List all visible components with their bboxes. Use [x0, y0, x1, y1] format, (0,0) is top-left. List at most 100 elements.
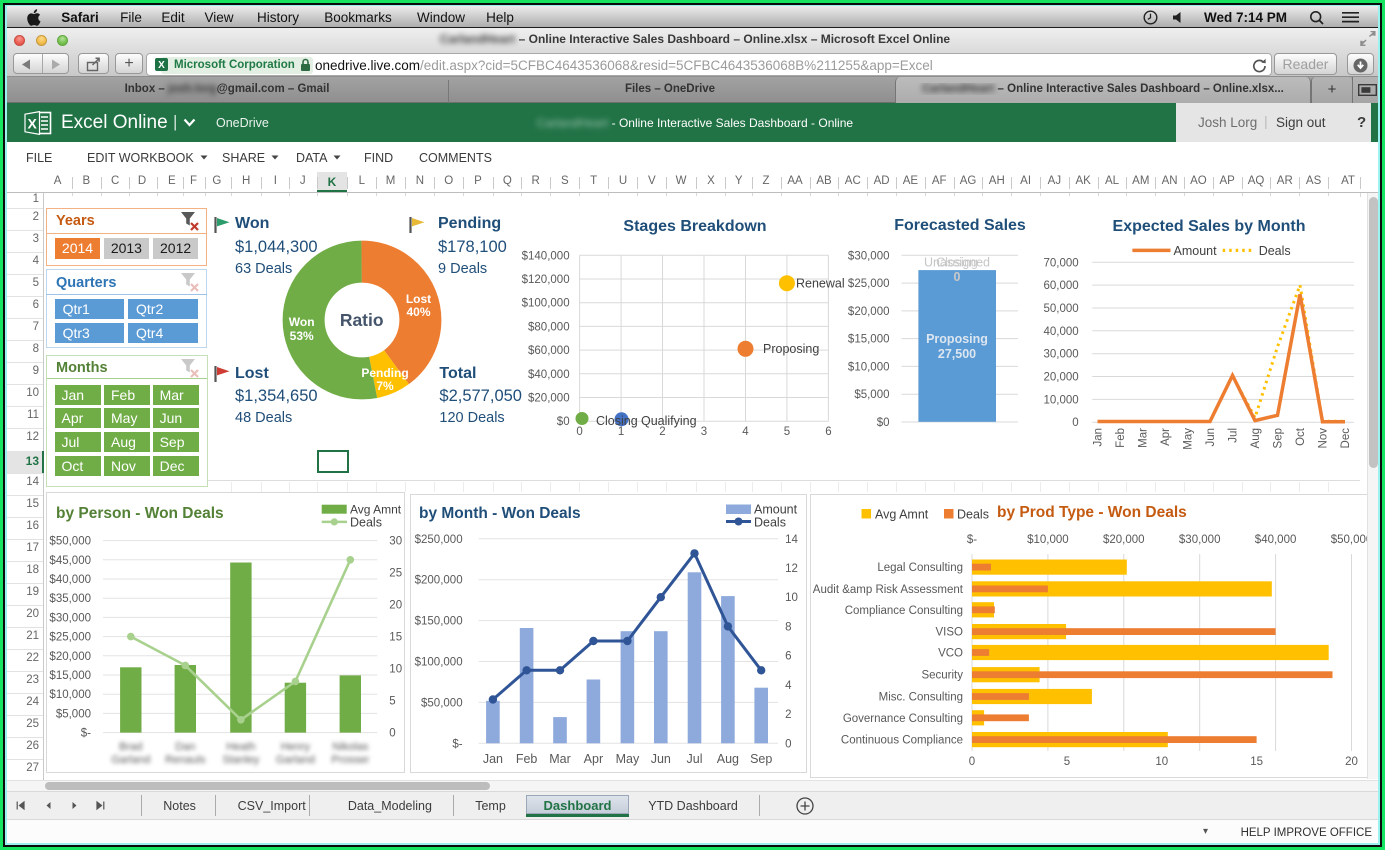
svg-text:Mar: Mar	[549, 752, 571, 766]
svg-text:0: 0	[954, 270, 961, 284]
svg-text:$45,000: $45,000	[49, 555, 91, 567]
svg-text:Apr: Apr	[584, 752, 603, 766]
svg-text:0: 0	[389, 728, 395, 740]
svg-text:Deals: Deals	[1259, 244, 1291, 258]
svg-text:15: 15	[389, 632, 402, 644]
svg-text:$10,000: $10,000	[848, 361, 890, 373]
svg-text:Jun: Jun	[1205, 428, 1217, 447]
svg-text:Nov: Nov	[1318, 428, 1330, 449]
svg-text:5: 5	[1064, 756, 1070, 768]
svg-text:20: 20	[1345, 756, 1358, 768]
svg-text:Security: Security	[921, 670, 963, 682]
svg-text:$250,000: $250,000	[415, 534, 463, 546]
svg-text:$10,000: $10,000	[49, 689, 91, 701]
svg-text:Oct: Oct	[1295, 427, 1307, 446]
svg-text:$-: $-	[452, 738, 462, 750]
svg-text:8: 8	[785, 621, 791, 633]
svg-text:Feb: Feb	[1115, 428, 1127, 448]
svg-text:30: 30	[389, 536, 402, 548]
svg-text:0: 0	[969, 756, 975, 768]
svg-text:$150,000: $150,000	[415, 616, 463, 628]
svg-text:$0: $0	[877, 417, 890, 429]
svg-text:Deals: Deals	[350, 516, 382, 530]
svg-text:$-: $-	[967, 534, 977, 546]
svg-text:Sep: Sep	[750, 752, 772, 766]
svg-text:Deals: Deals	[957, 508, 989, 522]
svg-text:Dec: Dec	[1340, 428, 1352, 449]
svg-text:VISO: VISO	[936, 627, 964, 639]
svg-text:Avg Amnt: Avg Amnt	[875, 508, 929, 522]
svg-text:1: 1	[618, 426, 624, 438]
svg-text:Jan: Jan	[483, 752, 503, 766]
svg-text:Unassigned: Unassigned	[924, 256, 990, 270]
svg-text:60,000: 60,000	[1044, 280, 1079, 292]
svg-text:40,000: 40,000	[1044, 326, 1079, 338]
svg-text:$5,000: $5,000	[854, 389, 889, 401]
svg-text:Deals: Deals	[754, 516, 786, 530]
svg-text:$100,000: $100,000	[522, 298, 570, 310]
svg-text:15: 15	[1250, 756, 1263, 768]
svg-text:10,000: 10,000	[1044, 394, 1079, 406]
svg-text:May: May	[616, 752, 640, 766]
svg-text:70,000: 70,000	[1044, 257, 1079, 269]
svg-text:10: 10	[785, 592, 798, 604]
svg-text:$80,000: $80,000	[528, 321, 570, 333]
svg-text:$15,000: $15,000	[49, 670, 91, 682]
svg-text:X: X	[28, 115, 38, 131]
svg-text:5: 5	[784, 426, 790, 438]
svg-text:0: 0	[576, 426, 582, 438]
svg-text:0: 0	[785, 738, 791, 750]
svg-text:2: 2	[785, 709, 791, 721]
svg-text:25: 25	[389, 568, 402, 580]
svg-text:Jul: Jul	[1228, 428, 1240, 443]
svg-text:10: 10	[389, 664, 402, 676]
svg-text:May: May	[1183, 428, 1195, 450]
svg-text:Apr: Apr	[1160, 428, 1172, 446]
svg-text:Feb: Feb	[516, 752, 538, 766]
svg-text:VCO: VCO	[938, 648, 963, 660]
svg-text:4: 4	[785, 680, 792, 692]
svg-text:$100,000: $100,000	[415, 657, 463, 669]
svg-text:5: 5	[389, 696, 395, 708]
svg-text:$-: $-	[81, 728, 91, 740]
svg-text:$20,000: $20,000	[49, 651, 91, 663]
svg-text:Legal Consulting: Legal Consulting	[877, 562, 963, 574]
svg-text:X: X	[158, 60, 165, 71]
svg-text:Continuous Compliance: Continuous Compliance	[841, 735, 963, 747]
svg-text:20,000: 20,000	[1044, 372, 1079, 384]
svg-text:Closing: Closing	[936, 256, 978, 270]
svg-text:Compliance Consulting: Compliance Consulting	[845, 605, 963, 617]
svg-text:$20,000: $20,000	[528, 393, 570, 405]
svg-text:Jul: Jul	[687, 752, 703, 766]
svg-text:Aug: Aug	[1250, 428, 1262, 448]
svg-text:$20,000: $20,000	[848, 306, 890, 318]
svg-text:$25,000: $25,000	[848, 278, 890, 290]
svg-text:20: 20	[389, 600, 402, 612]
svg-text:3: 3	[701, 426, 707, 438]
svg-text:Amount: Amount	[1174, 244, 1218, 258]
svg-text:14: 14	[785, 534, 798, 546]
svg-text:$35,000: $35,000	[49, 593, 91, 605]
svg-text:$0: $0	[557, 416, 570, 428]
svg-text:Aug: Aug	[717, 752, 739, 766]
svg-text:$15,000: $15,000	[848, 334, 890, 346]
svg-text:$140,000: $140,000	[522, 250, 570, 262]
svg-text:Misc. Consulting: Misc. Consulting	[879, 692, 963, 704]
svg-text:10: 10	[1155, 756, 1168, 768]
svg-text:$50,000: $50,000	[49, 536, 91, 548]
svg-text:Proposing: Proposing	[926, 332, 988, 346]
svg-text:$30,000: $30,000	[848, 250, 890, 262]
svg-text:$10,000: $10,000	[1027, 534, 1069, 546]
svg-text:$25,000: $25,000	[49, 632, 91, 644]
svg-text:0: 0	[1072, 417, 1078, 429]
svg-text:$200,000: $200,000	[415, 575, 463, 587]
svg-text:$5,000: $5,000	[56, 708, 91, 720]
svg-text:$20,000: $20,000	[1103, 534, 1145, 546]
svg-text:$50,000: $50,000	[421, 697, 463, 709]
svg-text:27,500: 27,500	[938, 347, 976, 361]
svg-text:2: 2	[659, 426, 665, 438]
svg-text:$120,000: $120,000	[522, 274, 570, 286]
svg-text:Sep: Sep	[1273, 428, 1285, 448]
svg-text:Avg Amnt: Avg Amnt	[350, 503, 402, 517]
svg-text:12: 12	[785, 563, 798, 575]
